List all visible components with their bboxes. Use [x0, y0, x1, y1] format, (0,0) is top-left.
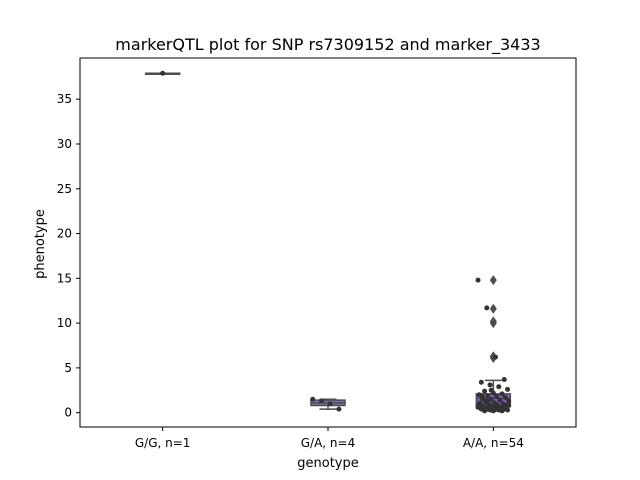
data-point [502, 394, 508, 400]
data-point [483, 397, 489, 403]
x-tick-label: A/A, n=54 [463, 436, 524, 450]
plot-content [144, 70, 512, 414]
chart-title: markerQTL plot for SNP rs7309152 and mar… [115, 35, 540, 55]
data-point [482, 388, 488, 394]
data-point [505, 386, 511, 392]
data-point [497, 397, 503, 403]
outlier-marker [489, 303, 497, 314]
data-point [478, 379, 484, 385]
y-tick-label: 20 [57, 227, 72, 241]
data-point [499, 391, 505, 397]
data-point [479, 394, 485, 400]
plot-area [79, 57, 577, 428]
data-point [506, 403, 512, 409]
outlier-marker [489, 275, 497, 286]
outlier-marker [489, 316, 497, 327]
data-point [160, 70, 166, 76]
data-point [318, 398, 324, 404]
y-tick-label: 10 [57, 316, 72, 330]
y-axis-label: phenotype [33, 209, 48, 279]
data-point [496, 384, 502, 390]
data-point [484, 305, 490, 311]
data-point [493, 354, 499, 360]
data-point [500, 403, 506, 409]
data-point [327, 401, 333, 407]
data-point [486, 406, 492, 412]
y-tick-label: 15 [57, 271, 72, 285]
data-point [501, 377, 507, 383]
data-point [488, 387, 494, 393]
y-tick-label: 0 [64, 406, 72, 420]
data-point [485, 393, 491, 399]
y-tick-label: 30 [57, 137, 72, 151]
data-point [482, 408, 488, 414]
data-point [506, 398, 512, 404]
x-tick-label: G/G, n=1 [135, 436, 191, 450]
data-point [494, 394, 500, 400]
y-axis-ticks: 0 5 10 15 20 25 30 35 [57, 92, 80, 420]
x-axis-label: genotype [297, 456, 358, 471]
data-point [336, 406, 342, 412]
x-tick-label: G/A, n=4 [301, 436, 355, 450]
y-tick-label: 25 [57, 182, 72, 196]
data-point [477, 400, 483, 406]
data-point [475, 277, 481, 283]
data-point [487, 382, 493, 388]
data-point [495, 404, 501, 410]
x-axis-ticks: G/G, n=1 G/A, n=4 A/A, n=54 [135, 427, 524, 450]
y-tick-label: 5 [64, 361, 72, 375]
data-point [310, 396, 316, 402]
y-tick-label: 35 [57, 92, 72, 106]
